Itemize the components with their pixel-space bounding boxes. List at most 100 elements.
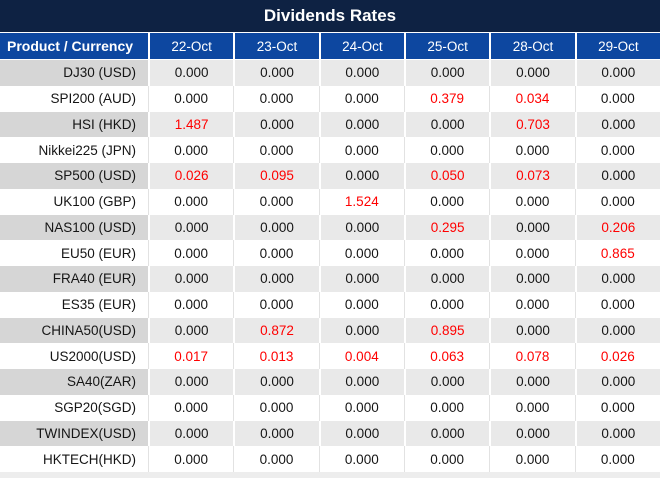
product-label: EU50 (EUR) — [0, 240, 148, 266]
rate-value: 0.095 — [233, 163, 319, 189]
product-label: SGP20(SGD) — [0, 394, 148, 421]
product-label: SP500 (USD) — [0, 163, 148, 189]
product-label: TWINDEX(USD) — [0, 420, 148, 447]
rate-value: 0.000 — [489, 188, 575, 215]
rate-value: 0.000 — [318, 240, 404, 266]
rate-value: 0.000 — [403, 240, 490, 266]
rate-value: 0.013 — [233, 343, 319, 369]
rate-value: 0.000 — [318, 369, 404, 395]
date-column-header: 28-Oct — [489, 33, 575, 60]
rate-value: 0.000 — [574, 369, 660, 395]
rate-value: 0.000 — [318, 163, 404, 189]
rate-value: 0.000 — [318, 111, 404, 138]
rate-value: 1.487 — [148, 111, 234, 138]
rate-value: 0.050 — [403, 163, 490, 189]
rate-value: 0.206 — [574, 214, 660, 241]
rate-value: 0.000 — [489, 446, 575, 472]
table-row: SA40(ZAR) 0.000 0.000 0.000 0.000 0.000 0.000 — [0, 369, 660, 395]
rate-value: 0.000 — [233, 85, 319, 112]
bottom-edge-strip — [0, 472, 660, 478]
rate-value: 0.379 — [403, 85, 490, 112]
rate-value: 0.000 — [318, 420, 404, 447]
rate-value: 0.000 — [148, 214, 234, 241]
rate-value: 0.872 — [233, 317, 319, 344]
rate-value: 0.865 — [574, 240, 660, 266]
table-row: CHINA50(USD) 0.000 0.872 0.000 0.895 0.000 0.0… — [0, 317, 660, 344]
rate-value: 0.000 — [233, 188, 319, 215]
table-row: NAS100 (USD) 0.000 0.000 0.000 0.295 0.000 0.2… — [0, 214, 660, 241]
date-column-header: 24-Oct — [318, 33, 404, 60]
rate-value: 0.000 — [148, 394, 234, 421]
rate-value: 0.000 — [403, 446, 490, 472]
product-label: ES35 (EUR) — [0, 291, 148, 318]
rate-value: 0.000 — [233, 446, 319, 472]
rate-value: 0.000 — [148, 266, 234, 292]
table-header-row: Product / Currency 22-Oct 23-Oct 24-Oct … — [0, 33, 660, 60]
rate-value: 0.000 — [148, 369, 234, 395]
rate-value: 0.000 — [233, 60, 319, 86]
product-label: SPI200 (AUD) — [0, 85, 148, 112]
rate-value: 0.000 — [489, 214, 575, 241]
date-column-header: 25-Oct — [403, 33, 490, 60]
table-row: EU50 (EUR) 0.000 0.000 0.000 0.000 0.000 0.865 — [0, 240, 660, 266]
rate-value: 0.000 — [403, 188, 490, 215]
rate-value: 0.078 — [489, 343, 575, 369]
rate-value: 0.000 — [148, 446, 234, 472]
rate-value: 0.895 — [403, 317, 490, 344]
rate-value: 0.000 — [148, 317, 234, 344]
rate-value: 0.000 — [489, 291, 575, 318]
rate-value: 0.000 — [233, 394, 319, 421]
rate-value: 0.000 — [403, 394, 490, 421]
rate-value: 0.000 — [574, 317, 660, 344]
rate-value: 0.000 — [574, 394, 660, 421]
rate-value: 0.000 — [574, 111, 660, 138]
dividends-rates-table: Product / Currency 22-Oct 23-Oct 24-Oct … — [0, 33, 660, 472]
page-title: Dividends Rates — [0, 0, 660, 33]
rate-value: 0.026 — [574, 343, 660, 369]
rate-value: 0.000 — [403, 111, 490, 138]
product-label: HKTECH(HKD) — [0, 446, 148, 472]
rate-value: 0.000 — [318, 446, 404, 472]
rate-value: 1.524 — [318, 188, 404, 215]
product-label: UK100 (GBP) — [0, 188, 148, 215]
rate-value: 0.000 — [233, 369, 319, 395]
rate-value: 0.000 — [233, 137, 319, 163]
product-label: CHINA50(USD) — [0, 317, 148, 344]
rate-value: 0.000 — [489, 60, 575, 86]
rate-value: 0.073 — [489, 163, 575, 189]
table-row: Nikkei225 (JPN) 0.000 0.000 0.000 0.000 0.000… — [0, 137, 660, 163]
rate-value: 0.000 — [403, 266, 490, 292]
product-currency-header: Product / Currency — [0, 33, 148, 60]
rate-value: 0.000 — [318, 85, 404, 112]
rate-value: 0.000 — [148, 137, 234, 163]
rate-value: 0.000 — [403, 60, 490, 86]
rate-value: 0.000 — [233, 420, 319, 447]
rate-value: 0.017 — [148, 343, 234, 369]
rate-value: 0.034 — [489, 85, 575, 112]
table-row: US2000(USD) 0.017 0.013 0.004 0.063 0.078 0.02… — [0, 343, 660, 369]
rate-value: 0.000 — [403, 137, 490, 163]
rate-value: 0.000 — [489, 240, 575, 266]
product-label: FRA40 (EUR) — [0, 266, 148, 292]
rate-value: 0.004 — [318, 343, 404, 369]
rate-value: 0.063 — [403, 343, 490, 369]
rate-value: 0.000 — [574, 188, 660, 215]
product-label: SA40(ZAR) — [0, 369, 148, 395]
rate-value: 0.000 — [574, 60, 660, 86]
table-row: SGP20(SGD) 0.000 0.000 0.000 0.000 0.000 0.000 — [0, 394, 660, 421]
rate-value: 0.000 — [148, 188, 234, 215]
rate-value: 0.000 — [318, 317, 404, 344]
rate-value: 0.000 — [148, 420, 234, 447]
date-column-header: 22-Oct — [148, 33, 234, 60]
table-row: DJ30 (USD) 0.000 0.000 0.000 0.000 0.000 0.000 — [0, 60, 660, 86]
product-label: DJ30 (USD) — [0, 60, 148, 86]
rate-value: 0.000 — [318, 291, 404, 318]
table-row: UK100 (GBP) 0.000 0.000 1.524 0.000 0.000 0.00… — [0, 188, 660, 215]
rate-value: 0.000 — [233, 266, 319, 292]
table-body: DJ30 (USD) 0.000 0.000 0.000 0.000 0.000 0.000… — [0, 60, 660, 472]
rate-value: 0.026 — [148, 163, 234, 189]
rate-value: 0.000 — [318, 394, 404, 421]
rate-value: 0.000 — [318, 60, 404, 86]
rate-value: 0.000 — [403, 420, 490, 447]
product-label: Nikkei225 (JPN) — [0, 137, 148, 163]
